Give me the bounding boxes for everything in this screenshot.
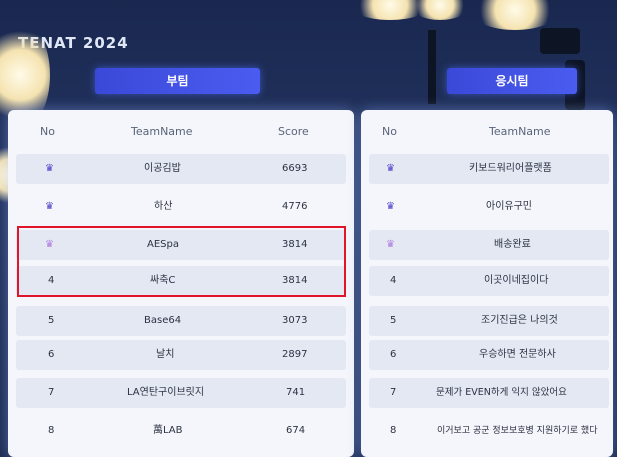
table-row: 8 이거보고 공군 정보보호병 지원하기로 했다: [369, 416, 609, 446]
table-row: ♛ AESpa 3814: [16, 230, 346, 260]
column-header-teamname: TeamName: [131, 125, 193, 138]
team-score: 674: [286, 425, 306, 436]
team-score: 741: [286, 387, 306, 398]
team-name: 이거보고 공군 정보보호병 지원하기로 했다: [437, 426, 598, 436]
team-name: 싸축C: [150, 275, 176, 286]
left-section-tab: 부팀: [95, 68, 260, 94]
table-row: 8 萬LAB 674: [16, 416, 346, 446]
table-row: 6 우승하면 전문하사: [369, 340, 609, 370]
team-name: Base64: [144, 315, 182, 326]
team-name: LA연탄구이브릿지: [127, 387, 205, 398]
stage-lighting-truss: [428, 30, 436, 104]
column-header-teamname: TeamName: [489, 125, 551, 138]
table-row: 4 싸축C 3814: [16, 266, 346, 296]
rank-number: 6: [48, 349, 55, 360]
team-name: 이공김밥: [144, 163, 181, 174]
team-score: 4776: [282, 201, 308, 212]
table-row: 5 조기진급은 나의것: [369, 306, 609, 336]
team-name: 날치: [156, 349, 175, 360]
team-name: AESpa: [147, 239, 179, 250]
crown-icon: ♛: [386, 239, 395, 250]
crown-icon: ♛: [45, 239, 54, 250]
crown-icon: ♛: [386, 201, 395, 212]
rank-number: 4: [390, 275, 397, 286]
rank-number: 4: [48, 275, 55, 286]
right-scoreboard-panel: No TeamName ♛ 키보드워리어플랫폼 ♛ 아이유구민 ♛ 배송완료 4…: [361, 110, 613, 457]
table-row: ♛ 아이유구민: [369, 192, 609, 222]
team-score: 3814: [282, 239, 308, 250]
team-name: 하산: [154, 201, 173, 212]
team-score: 3814: [282, 275, 308, 286]
table-row: 7 문제가 EVEN하게 익지 않았어요: [369, 378, 609, 408]
chandelier-light: [410, 0, 470, 20]
rank-number: 8: [48, 425, 55, 436]
rank-number: 8: [390, 425, 397, 436]
left-scoreboard-panel: No TeamName Score ♛ 이공김밥 6693 ♛ 하산 4776 …: [8, 110, 354, 457]
team-score: 2897: [282, 349, 308, 360]
table-row: ♛ 키보드워리어플랫폼: [369, 154, 609, 184]
chandelier-light: [470, 0, 560, 30]
team-name: 萬LAB: [153, 425, 183, 436]
table-row: 6 날치 2897: [16, 340, 346, 370]
rank-number: 7: [390, 387, 397, 398]
table-row: ♛ 배송완료: [369, 230, 609, 260]
team-name: 문제가 EVEN하게 익지 않았어요: [436, 387, 567, 398]
right-section-tab: 응시팀: [447, 68, 577, 94]
team-name: 배송완료: [494, 239, 531, 250]
team-score: 3073: [282, 315, 308, 326]
table-row: 4 이곳이네집이다: [369, 266, 609, 296]
crown-icon: ♛: [45, 163, 54, 174]
team-name: 아이유구민: [486, 201, 532, 212]
rank-number: 7: [48, 387, 55, 398]
crown-icon: ♛: [45, 201, 54, 212]
team-score: 6693: [282, 163, 308, 174]
stage-spotlight: [540, 28, 580, 54]
column-header-score: Score: [278, 125, 309, 138]
highlight-annotation-box: [17, 226, 346, 297]
rank-number: 6: [390, 349, 397, 360]
team-name: 키보드워리어플랫폼: [469, 163, 552, 174]
team-name: 이곳이네집이다: [484, 275, 549, 286]
table-row: ♛ 이공김밥 6693: [16, 154, 346, 184]
team-name: 조기진급은 나의것: [481, 315, 558, 326]
crown-icon: ♛: [386, 163, 395, 174]
rank-number: 5: [390, 315, 397, 326]
table-row: 7 LA연탄구이브릿지 741: [16, 378, 346, 408]
table-row: 5 Base64 3073: [16, 306, 346, 336]
column-header-no: No: [40, 125, 55, 138]
team-name: 우승하면 전문하사: [479, 349, 556, 360]
column-header-no: No: [382, 125, 397, 138]
table-row: ♛ 하산 4776: [16, 192, 346, 222]
rank-number: 5: [48, 315, 55, 326]
